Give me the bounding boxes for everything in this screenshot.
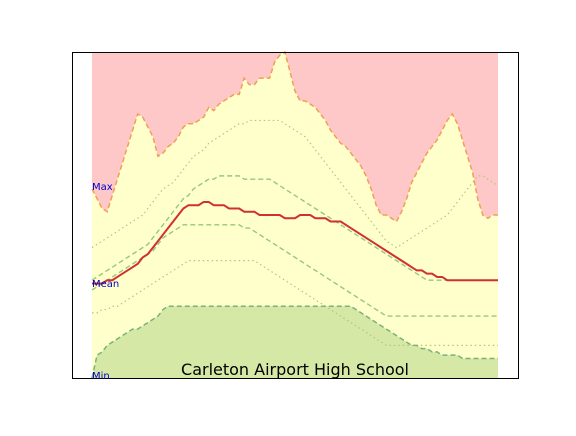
chart-title: Carleton Airport High School xyxy=(181,360,409,379)
min-line xyxy=(91,305,498,379)
min-label: Min xyxy=(92,371,110,382)
mean-line xyxy=(92,200,498,285)
max-label: Max xyxy=(92,182,113,193)
upper-dashed-line xyxy=(91,175,498,281)
min-region xyxy=(92,306,498,378)
max-region xyxy=(92,52,498,222)
plot-area xyxy=(91,50,499,379)
plot-frame xyxy=(72,52,519,379)
lower-dotted-line xyxy=(92,260,498,346)
range-band xyxy=(92,52,498,378)
upper-dotted-line xyxy=(91,119,499,249)
mean-label: Mean xyxy=(92,279,119,290)
max-line xyxy=(91,50,498,223)
lower-dashed-line xyxy=(91,224,498,317)
